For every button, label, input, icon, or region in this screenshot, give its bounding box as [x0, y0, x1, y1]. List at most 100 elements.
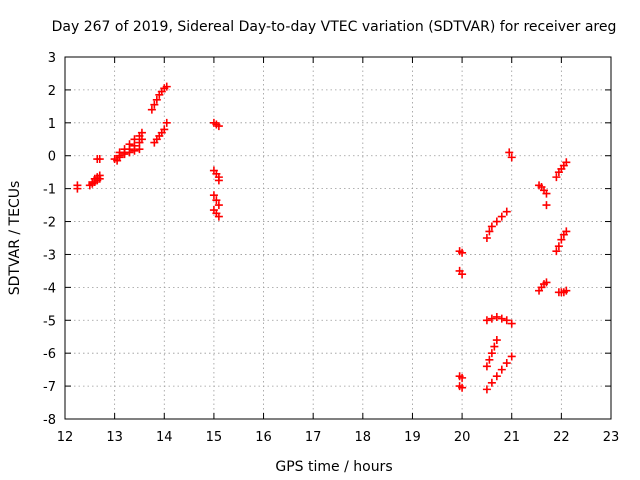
- data-point: [214, 212, 223, 221]
- data-point: [147, 105, 156, 114]
- data-point: [212, 196, 221, 205]
- y-tick-label: -1: [43, 183, 56, 198]
- data-point: [152, 95, 161, 104]
- data-point: [487, 378, 496, 387]
- plot-frame: [64, 56, 612, 420]
- data-point: [95, 171, 104, 180]
- data-point: [507, 352, 516, 361]
- series-pass-H: [147, 82, 171, 114]
- x-tick-label: 18: [355, 430, 372, 445]
- y-tick-label: -5: [43, 314, 56, 329]
- data-point: [542, 201, 551, 210]
- series-pass-AA: [554, 286, 571, 297]
- grid: [65, 57, 611, 419]
- series-pass-Q: [455, 382, 467, 392]
- series-pass-X: [535, 278, 551, 295]
- y-tick-label: -2: [43, 216, 56, 231]
- data-point: [487, 222, 496, 231]
- data-point: [505, 148, 514, 157]
- series-pass-C: [88, 171, 104, 187]
- data-point: [482, 316, 491, 325]
- x-tick-label: 20: [454, 430, 471, 445]
- data-point: [492, 336, 501, 345]
- data-point: [562, 286, 571, 295]
- data-point: [130, 135, 139, 144]
- series-pass-W: [535, 181, 551, 210]
- data-point: [502, 316, 511, 325]
- series-pass-J: [209, 118, 223, 131]
- data-point: [497, 365, 506, 374]
- data-point: [209, 191, 218, 200]
- y-axis: 3 2 1 0 -1 -2 -3 -4 -5 -6 -7 -8: [43, 51, 611, 428]
- data-point: [130, 146, 139, 155]
- data-point: [458, 248, 467, 257]
- data-point: [492, 312, 501, 321]
- series-pass-Y: [552, 158, 571, 182]
- data-point: [554, 242, 563, 251]
- data-point: [552, 173, 561, 182]
- x-tick-label: 21: [503, 430, 520, 445]
- chart-title: Day 267 of 2019, Sidereal Day-to-day VTE…: [52, 19, 617, 35]
- x-axis-label: GPS time / hours: [275, 459, 392, 475]
- data-point: [490, 342, 499, 351]
- series-pass-D: [93, 155, 104, 164]
- series-pass-L: [209, 191, 223, 210]
- y-tick-label: 3: [48, 51, 56, 66]
- data-point: [502, 207, 511, 216]
- data-point: [115, 153, 124, 162]
- data-point: [487, 314, 496, 323]
- series-pass-U: [482, 352, 516, 394]
- y-axis-label: SDTVAR / TECUs: [7, 181, 23, 296]
- y-tick-label: -8: [43, 413, 56, 428]
- data-point: [214, 176, 223, 185]
- data-point: [120, 150, 129, 159]
- series-pass-V: [505, 148, 516, 162]
- data-point: [542, 189, 551, 198]
- data-point: [162, 118, 171, 127]
- y-tick-label: -3: [43, 248, 56, 263]
- y-tick-label: -7: [43, 380, 56, 395]
- data-point: [487, 349, 496, 358]
- data-point: [507, 153, 516, 162]
- series-pass-I: [150, 118, 171, 147]
- series-pass-T: [482, 336, 501, 371]
- y-tick-label: 2: [48, 84, 56, 99]
- data-point: [73, 184, 82, 193]
- x-tick-label: 16: [255, 430, 272, 445]
- data-point: [492, 217, 501, 226]
- data-point: [160, 125, 169, 134]
- y-tick-label: -6: [43, 347, 56, 362]
- data-point: [95, 155, 104, 164]
- series-pass-S: [482, 312, 516, 328]
- series-pass-G: [113, 145, 144, 165]
- data-point: [502, 359, 511, 368]
- series-pass-N: [455, 247, 467, 257]
- data-point: [542, 278, 551, 287]
- series-pass-A: [73, 181, 82, 193]
- x-tick-label: 17: [305, 430, 322, 445]
- x-tick-label: 14: [156, 430, 173, 445]
- series-pass-K: [209, 166, 223, 185]
- data-point: [557, 235, 566, 244]
- data-point: [214, 201, 223, 210]
- x-tick-label: 12: [57, 430, 74, 445]
- x-tick-label: 23: [603, 430, 620, 445]
- data-point: [125, 140, 134, 149]
- y-tick-label: -4: [43, 281, 56, 296]
- y-tick-label: 0: [48, 150, 56, 165]
- series-pass-R: [482, 207, 511, 242]
- data-point: [162, 82, 171, 91]
- x-tick-label: 15: [206, 430, 223, 445]
- data-point: [458, 383, 467, 392]
- data-point: [458, 270, 467, 279]
- series-pass-O: [455, 266, 467, 279]
- x-tick-label: 13: [106, 430, 123, 445]
- data-point: [562, 158, 571, 167]
- x-tick-label: 19: [404, 430, 421, 445]
- data-point: [137, 128, 146, 137]
- x-axis: 12 13 14 15 16 17 18 19 20 21 22 23: [57, 57, 620, 445]
- data-point: [482, 362, 491, 371]
- data-point: [125, 148, 134, 157]
- data-points: [73, 82, 571, 394]
